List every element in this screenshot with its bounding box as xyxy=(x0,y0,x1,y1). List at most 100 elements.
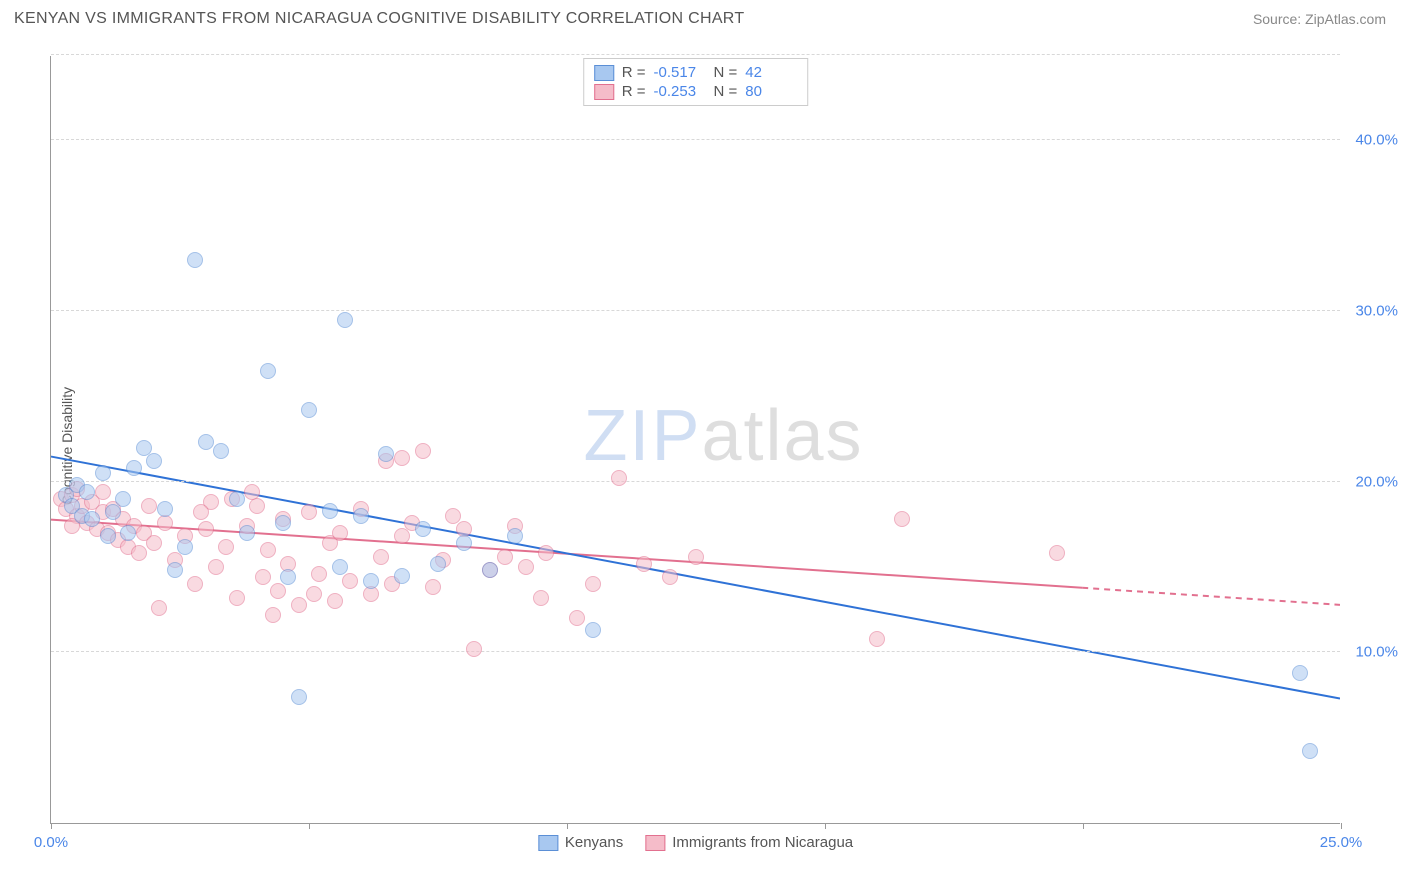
legend-label-blue: Kenyans xyxy=(565,834,623,851)
scatter-point-blue xyxy=(146,453,162,469)
scatter-point-blue xyxy=(482,562,498,578)
scatter-point-blue xyxy=(394,568,410,584)
scatter-point-blue xyxy=(105,504,121,520)
watermark: ZIPatlas xyxy=(583,394,863,476)
scatter-point-pink xyxy=(688,549,704,565)
r-label: R = xyxy=(622,83,646,100)
scatter-point-pink xyxy=(466,641,482,657)
scatter-point-blue xyxy=(115,491,131,507)
scatter-point-pink xyxy=(265,607,281,623)
legend-label-pink: Immigrants from Nicaragua xyxy=(672,834,853,851)
scatter-point-pink xyxy=(141,498,157,514)
scatter-point-blue xyxy=(177,539,193,555)
scatter-point-pink xyxy=(394,450,410,466)
scatter-point-blue xyxy=(507,528,523,544)
xtick xyxy=(309,823,310,829)
scatter-point-pink xyxy=(311,566,327,582)
scatter-point-pink xyxy=(569,610,585,626)
scatter-point-pink xyxy=(327,593,343,609)
scatter-chart: ZIPatlas R = -0.517 N = 42 R = -0.253 N … xyxy=(50,56,1340,824)
gridline-h xyxy=(51,310,1340,311)
scatter-point-pink xyxy=(193,504,209,520)
scatter-point-pink xyxy=(636,556,652,572)
scatter-point-pink xyxy=(187,576,203,592)
watermark-zip: ZIP xyxy=(583,395,701,475)
xtick xyxy=(1341,823,1342,829)
scatter-point-pink xyxy=(332,525,348,541)
swatch-blue xyxy=(538,835,558,851)
scatter-point-pink xyxy=(151,600,167,616)
scatter-point-blue xyxy=(291,689,307,705)
scatter-point-pink xyxy=(255,569,271,585)
scatter-point-blue xyxy=(322,503,338,519)
stats-legend: R = -0.517 N = 42 R = -0.253 N = 80 xyxy=(583,58,809,106)
scatter-point-pink xyxy=(611,470,627,486)
watermark-atlas: atlas xyxy=(701,395,863,475)
xtick-label: 25.0% xyxy=(1320,834,1363,851)
chart-title: KENYAN VS IMMIGRANTS FROM NICARAGUA COGN… xyxy=(14,10,744,28)
trendline-pink-dashed xyxy=(1082,588,1340,605)
stats-row-pink: R = -0.253 N = 80 xyxy=(594,82,798,101)
scatter-point-pink xyxy=(131,545,147,561)
scatter-point-pink xyxy=(373,549,389,565)
r-value-blue: -0.517 xyxy=(654,64,706,81)
n-label: N = xyxy=(714,83,738,100)
scatter-point-pink xyxy=(218,539,234,555)
scatter-point-pink xyxy=(394,528,410,544)
scatter-point-pink xyxy=(662,569,678,585)
scatter-point-blue xyxy=(95,465,111,481)
scatter-point-blue xyxy=(585,622,601,638)
source-attribution: Source: ZipAtlas.com xyxy=(1253,11,1386,27)
r-value-pink: -0.253 xyxy=(654,83,706,100)
scatter-point-pink xyxy=(208,559,224,575)
scatter-point-blue xyxy=(187,252,203,268)
scatter-point-blue xyxy=(167,562,183,578)
scatter-point-blue xyxy=(456,535,472,551)
scatter-point-blue xyxy=(126,460,142,476)
scatter-point-pink xyxy=(363,586,379,602)
r-label: R = xyxy=(622,64,646,81)
scatter-point-blue xyxy=(1292,665,1308,681)
scatter-point-blue xyxy=(301,402,317,418)
scatter-point-pink xyxy=(244,484,260,500)
xtick-label: 0.0% xyxy=(34,834,68,851)
scatter-point-blue xyxy=(337,312,353,328)
scatter-point-blue xyxy=(239,525,255,541)
gridline-h xyxy=(51,481,1340,482)
xtick xyxy=(1083,823,1084,829)
scatter-point-pink xyxy=(157,515,173,531)
ytick-label: 10.0% xyxy=(1355,644,1398,661)
legend-item-pink: Immigrants from Nicaragua xyxy=(645,834,853,851)
scatter-point-pink xyxy=(95,484,111,500)
n-value-pink: 80 xyxy=(745,83,797,100)
scatter-point-pink xyxy=(585,576,601,592)
scatter-point-pink xyxy=(306,586,322,602)
stats-row-blue: R = -0.517 N = 42 xyxy=(594,63,798,82)
gridline-h xyxy=(51,651,1340,652)
scatter-point-pink xyxy=(342,573,358,589)
scatter-point-pink xyxy=(538,545,554,561)
scatter-point-blue xyxy=(1302,743,1318,759)
scatter-point-pink xyxy=(533,590,549,606)
xtick xyxy=(51,823,52,829)
header: KENYAN VS IMMIGRANTS FROM NICARAGUA COGN… xyxy=(0,0,1406,34)
ytick-label: 30.0% xyxy=(1355,303,1398,320)
scatter-point-pink xyxy=(229,590,245,606)
scatter-point-pink xyxy=(291,597,307,613)
swatch-pink xyxy=(645,835,665,851)
scatter-point-blue xyxy=(363,573,379,589)
source-prefix: Source: xyxy=(1253,11,1305,27)
source-link[interactable]: ZipAtlas.com xyxy=(1305,11,1386,27)
scatter-point-blue xyxy=(157,501,173,517)
xtick xyxy=(825,823,826,829)
scatter-point-blue xyxy=(430,556,446,572)
scatter-point-pink xyxy=(301,504,317,520)
scatter-point-blue xyxy=(378,446,394,462)
scatter-point-blue xyxy=(213,443,229,459)
scatter-point-blue xyxy=(332,559,348,575)
scatter-point-pink xyxy=(869,631,885,647)
scatter-point-blue xyxy=(415,521,431,537)
scatter-point-pink xyxy=(270,583,286,599)
gridline-h xyxy=(51,54,1340,55)
scatter-point-pink xyxy=(497,549,513,565)
